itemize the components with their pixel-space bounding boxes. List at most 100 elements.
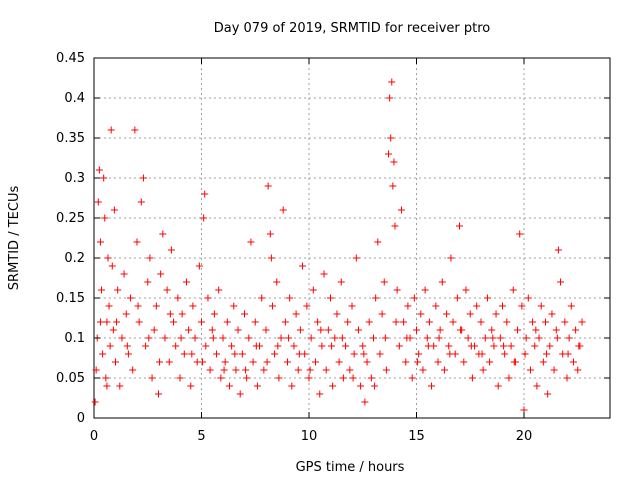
data-point: [159, 230, 167, 238]
data-point: [342, 342, 350, 350]
data-point: [156, 358, 164, 366]
data-point: [386, 94, 394, 102]
data-point: [286, 294, 294, 302]
data-point: [400, 318, 408, 326]
data-point: [494, 382, 502, 390]
data-point: [95, 166, 103, 174]
data-point: [529, 318, 537, 326]
data-point: [408, 374, 416, 382]
data-point: [423, 334, 431, 342]
data-point: [288, 382, 296, 390]
data-point: [178, 310, 186, 318]
x-tick-label: 20: [516, 429, 533, 444]
data-point: [564, 350, 572, 358]
data-point: [532, 326, 540, 334]
data-point: [397, 206, 405, 214]
data-point: [350, 350, 358, 358]
data-point: [285, 334, 293, 342]
data-point: [94, 198, 102, 206]
data-point: [370, 334, 377, 342]
y-tick-label: 0.15: [56, 291, 85, 306]
data-point: [381, 334, 389, 342]
data-point: [446, 350, 454, 358]
x-tick-label: 5: [197, 429, 205, 444]
data-point: [137, 198, 145, 206]
data-point: [415, 350, 423, 358]
data-point: [309, 286, 317, 294]
data-point: [388, 78, 396, 86]
data-point: [99, 350, 107, 358]
data-point: [247, 238, 255, 246]
data-point: [316, 390, 324, 398]
data-point: [243, 374, 251, 382]
data-point: [245, 334, 253, 342]
data-point: [103, 318, 111, 326]
data-point: [231, 350, 239, 358]
data-point: [473, 302, 481, 310]
data-point: [492, 310, 500, 318]
data-point: [489, 334, 497, 342]
data-point: [131, 126, 139, 134]
data-point: [232, 366, 240, 374]
data-point: [414, 358, 422, 366]
data-point: [440, 366, 448, 374]
data-point: [112, 358, 119, 366]
data-point: [101, 214, 109, 222]
data-point: [311, 358, 319, 366]
data-point: [306, 366, 314, 374]
data-point: [318, 342, 326, 350]
data-point: [354, 326, 362, 334]
data-point: [533, 382, 541, 390]
data-point: [238, 350, 246, 358]
data-point: [360, 350, 368, 358]
data-point: [204, 294, 212, 302]
data-point: [185, 326, 193, 334]
data-point: [567, 302, 575, 310]
data-point: [195, 262, 203, 270]
data-point: [460, 358, 468, 366]
data-point: [258, 294, 266, 302]
data-point: [122, 310, 130, 318]
data-point: [488, 326, 496, 334]
data-point: [335, 358, 343, 366]
data-point: [144, 278, 152, 286]
data-point: [327, 294, 334, 302]
data-point: [338, 334, 346, 342]
data-point: [387, 134, 395, 142]
y-tick-label: 0: [77, 411, 85, 426]
data-point: [425, 318, 433, 326]
data-point: [249, 358, 257, 366]
data-point: [251, 318, 259, 326]
data-point: [352, 254, 360, 262]
data-point: [150, 326, 158, 334]
y-tick-label: 0.3: [64, 171, 85, 186]
data-point: [503, 318, 511, 326]
data-point: [206, 366, 214, 374]
data-point: [219, 334, 227, 342]
data-point: [322, 366, 330, 374]
y-tick-label: 0.2: [64, 251, 85, 266]
data-point: [189, 302, 197, 310]
data-point: [382, 366, 390, 374]
data-point: [200, 214, 208, 222]
data-point: [574, 366, 582, 374]
data-point: [507, 342, 515, 350]
x-tick-label: 10: [301, 429, 318, 444]
data-point: [516, 230, 524, 238]
data-point: [107, 126, 115, 134]
data-point: [421, 286, 429, 294]
y-tick-label: 0.4: [64, 91, 85, 106]
data-point: [572, 326, 580, 334]
data-point: [96, 238, 104, 246]
data-point: [548, 310, 556, 318]
data-point: [457, 326, 465, 334]
data-point: [155, 390, 162, 398]
data-point: [346, 366, 354, 374]
data-point: [359, 342, 367, 350]
data-point: [103, 382, 111, 390]
data-point: [563, 374, 571, 382]
x-tick-label: 0: [90, 429, 98, 444]
data-point: [253, 382, 261, 390]
data-point: [145, 334, 153, 342]
data-point: [166, 310, 174, 318]
